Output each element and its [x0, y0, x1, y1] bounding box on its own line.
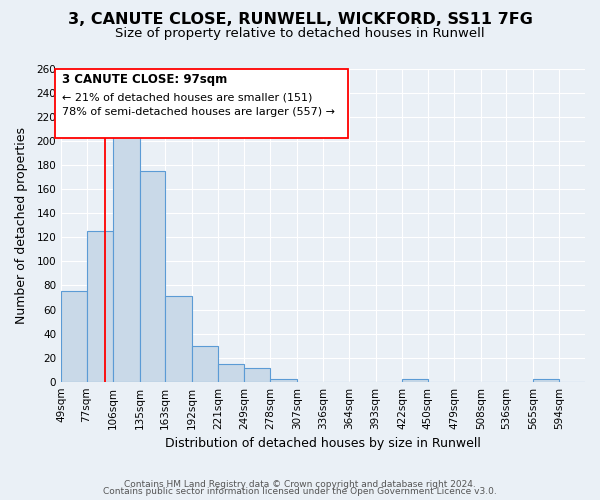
Bar [140, 171, 165, 382]
Bar [402, 380, 428, 382]
Y-axis label: Number of detached properties: Number of detached properties [15, 127, 28, 324]
X-axis label: Distribution of detached houses by size in Runwell: Distribution of detached houses by size … [165, 437, 481, 450]
Bar [192, 346, 218, 382]
Text: 3, CANUTE CLOSE, RUNWELL, WICKFORD, SS11 7FG: 3, CANUTE CLOSE, RUNWELL, WICKFORD, SS11… [68, 12, 532, 28]
Bar [86, 232, 113, 382]
Text: Contains public sector information licensed under the Open Government Licence v3: Contains public sector information licen… [103, 488, 497, 496]
Text: Size of property relative to detached houses in Runwell: Size of property relative to detached ho… [115, 28, 485, 40]
Bar [533, 380, 559, 382]
Bar [271, 380, 297, 382]
Bar [244, 368, 271, 382]
Text: 3 CANUTE CLOSE: 97sqm: 3 CANUTE CLOSE: 97sqm [62, 73, 227, 86]
Bar [218, 364, 244, 382]
Text: ← 21% of detached houses are smaller (151): ← 21% of detached houses are smaller (15… [62, 92, 313, 102]
Bar [165, 296, 192, 382]
Bar [113, 135, 140, 382]
Bar [61, 292, 86, 382]
Text: Contains HM Land Registry data © Crown copyright and database right 2024.: Contains HM Land Registry data © Crown c… [124, 480, 476, 489]
Text: 78% of semi-detached houses are larger (557) →: 78% of semi-detached houses are larger (… [62, 107, 335, 117]
